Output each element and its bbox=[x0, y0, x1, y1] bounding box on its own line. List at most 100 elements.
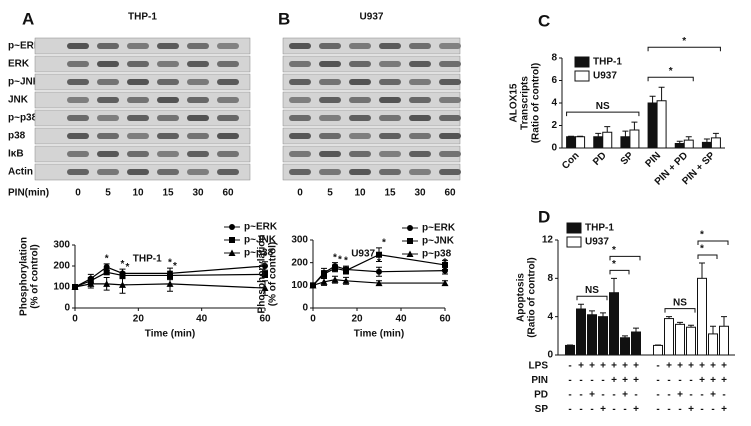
blot-row-label: JNK bbox=[8, 95, 29, 106]
error-bar bbox=[712, 132, 719, 138]
legend-label: p~ERK bbox=[244, 222, 278, 233]
blot-band bbox=[319, 61, 341, 67]
y-axis-label: (% of control) bbox=[268, 242, 279, 306]
blot-band bbox=[319, 151, 341, 157]
y-axis-label: (% of control) bbox=[30, 244, 41, 308]
legend-label: THP-1 bbox=[593, 57, 622, 68]
blot-band bbox=[187, 151, 209, 157]
error-bar bbox=[677, 321, 683, 325]
blot-band bbox=[97, 115, 119, 121]
y-tick-label: 12 bbox=[542, 235, 554, 246]
blot-band bbox=[439, 169, 461, 175]
point bbox=[261, 284, 269, 292]
error-bar bbox=[658, 86, 665, 101]
point bbox=[167, 272, 173, 279]
condition-sign: - bbox=[590, 375, 593, 386]
bar bbox=[575, 136, 586, 149]
condition-sign: - bbox=[634, 390, 637, 401]
blot-band bbox=[97, 133, 119, 139]
x-tick-label: 40 bbox=[395, 314, 407, 325]
x-tick-label: 20 bbox=[351, 314, 363, 325]
y-axis-label: Phosphorylation bbox=[19, 237, 30, 316]
legend-swatch bbox=[574, 56, 590, 68]
blot-title: THP-1 bbox=[128, 12, 157, 23]
bar bbox=[576, 308, 586, 356]
blot-band bbox=[97, 79, 119, 85]
blot-band bbox=[379, 169, 401, 175]
y-axis-label: Transcripts bbox=[520, 76, 531, 130]
panel-letter: B bbox=[278, 9, 290, 28]
time-label: 60 bbox=[444, 188, 456, 199]
condition-sign: + bbox=[589, 390, 595, 401]
x-tick-label: PD bbox=[591, 150, 609, 168]
blot-row-label: p~ERK bbox=[8, 41, 42, 52]
significance: * bbox=[121, 259, 125, 270]
blot-band bbox=[319, 169, 341, 175]
significance: * bbox=[333, 252, 337, 263]
blot-band bbox=[67, 151, 89, 157]
blot-band bbox=[97, 61, 119, 67]
blot-band bbox=[187, 79, 209, 85]
blot-band bbox=[97, 97, 119, 103]
condition-sign: - bbox=[612, 390, 615, 401]
series-line bbox=[74, 283, 266, 289]
error-bar bbox=[699, 262, 705, 279]
blot-band bbox=[349, 151, 371, 157]
condition-sign: + bbox=[710, 390, 716, 401]
blot-band bbox=[157, 115, 179, 121]
legend-label: THP-1 bbox=[585, 223, 614, 234]
error-bar bbox=[666, 316, 672, 319]
bracket bbox=[647, 46, 721, 52]
condition-sign: - bbox=[579, 375, 582, 386]
y-tick-label: 0 bbox=[551, 143, 557, 154]
point bbox=[309, 281, 317, 289]
annotation: * bbox=[682, 36, 686, 47]
y-tick-label: 100 bbox=[53, 282, 70, 293]
y-axis-label: (Ratio of control) bbox=[527, 257, 538, 338]
blot-band bbox=[187, 169, 209, 175]
x-axis-label: Time (min) bbox=[145, 329, 195, 340]
bar bbox=[647, 102, 658, 149]
error-bar bbox=[604, 126, 611, 133]
condition-sign: - bbox=[711, 404, 714, 415]
y-tick-label: 4 bbox=[547, 311, 553, 322]
time-label: 10 bbox=[354, 188, 366, 199]
time-label: 5 bbox=[105, 188, 111, 199]
time-label: 30 bbox=[192, 188, 204, 199]
point bbox=[441, 279, 449, 287]
blot-band bbox=[289, 97, 311, 103]
error-bar bbox=[633, 327, 639, 332]
x-tick-label: 60 bbox=[259, 314, 271, 325]
point bbox=[119, 272, 126, 279]
bar bbox=[620, 136, 631, 149]
bar bbox=[598, 316, 608, 356]
blot-band bbox=[319, 115, 341, 121]
point bbox=[87, 280, 95, 287]
blot-band bbox=[127, 115, 149, 121]
blot-band bbox=[157, 133, 179, 139]
blot-title: U937 bbox=[360, 12, 384, 23]
annotation: NS bbox=[596, 101, 610, 112]
legend-label: p~p38 bbox=[244, 248, 274, 259]
bar bbox=[686, 326, 696, 356]
condition-label: PD bbox=[534, 390, 548, 401]
condition-sign: + bbox=[688, 361, 694, 372]
point bbox=[71, 283, 79, 290]
bracket bbox=[609, 269, 630, 275]
blot-band bbox=[187, 115, 209, 121]
condition-sign: - bbox=[579, 390, 582, 401]
x-tick-label: 20 bbox=[133, 314, 145, 325]
blot-band bbox=[439, 133, 461, 139]
blot-band bbox=[67, 79, 89, 85]
condition-sign: - bbox=[568, 375, 571, 386]
blot-band bbox=[127, 133, 149, 139]
blot-band bbox=[439, 43, 461, 49]
bar bbox=[683, 139, 694, 149]
condition-sign: - bbox=[568, 404, 571, 415]
blot-band bbox=[379, 151, 401, 157]
y-axis-label: ALOX15 bbox=[509, 83, 520, 122]
condition-sign: + bbox=[622, 361, 628, 372]
blot-band bbox=[127, 79, 149, 85]
error-bar bbox=[578, 303, 584, 309]
point bbox=[332, 265, 338, 272]
